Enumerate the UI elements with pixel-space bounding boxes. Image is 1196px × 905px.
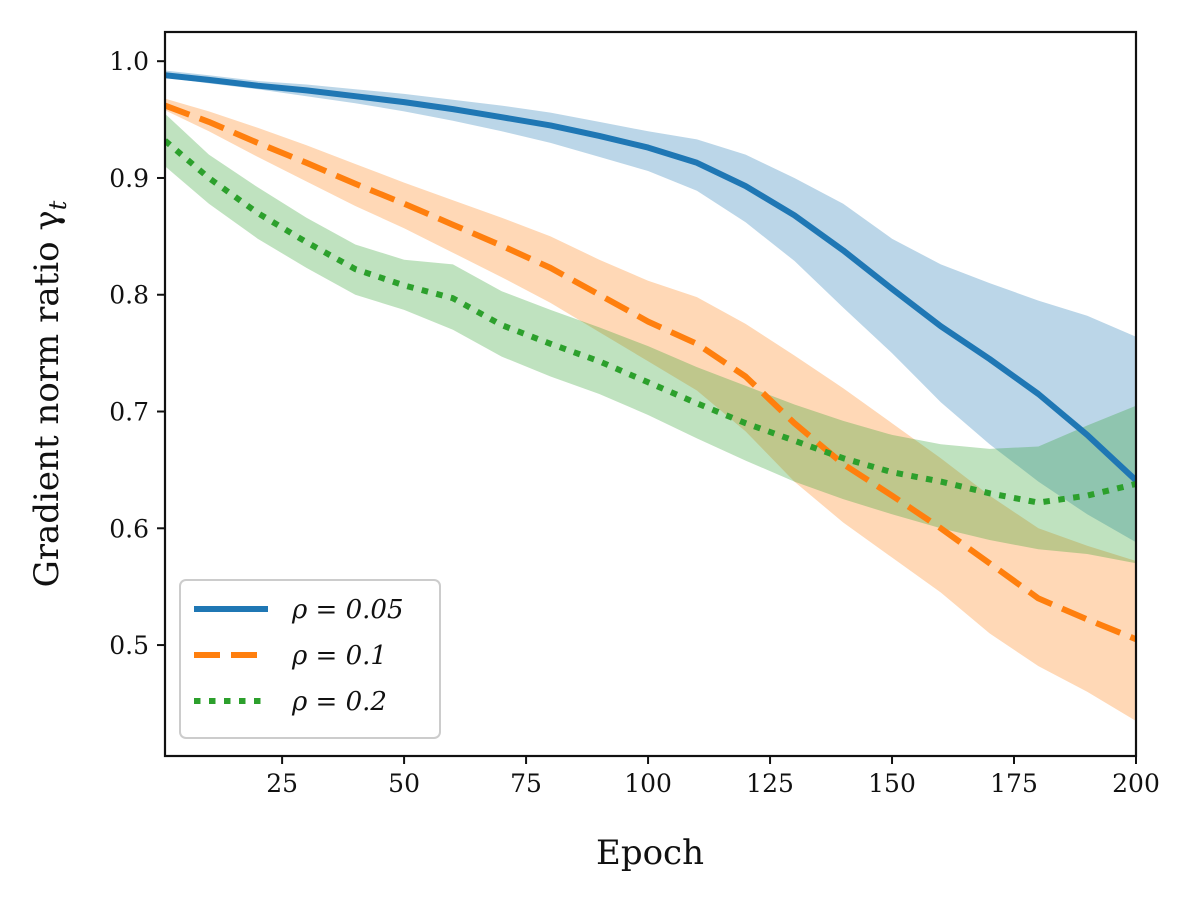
y-tick-label: 0.9 [109, 164, 149, 193]
x-tick-label: 150 [868, 769, 916, 798]
legend-label-series-3: ρ = 0.2 [291, 687, 387, 717]
line-series-1 [165, 72, 1136, 483]
y-tick-label: 0.5 [109, 631, 149, 660]
legend-label-series-2: ρ = 0.1 [291, 641, 387, 671]
confidence-bands [165, 70, 1136, 722]
x-axis-ticks: 25 50 75 100 125 150 175 200 [266, 756, 1160, 798]
y-tick-label: 0.6 [109, 514, 149, 543]
x-tick-label: 50 [388, 769, 420, 798]
plot-frame [163, 30, 1138, 758]
legend-label-series-1: ρ = 0.05 [291, 595, 404, 625]
y-tick-label: 0.7 [109, 398, 149, 427]
line-series-3 [165, 138, 1136, 506]
y-axis-label-main: Gradient norm ratio γ [27, 210, 67, 587]
y-axis-ticks: 0.5 0.6 0.7 0.8 0.9 1.0 [109, 47, 165, 660]
band-series-2 [165, 98, 1136, 722]
x-tick-label: 175 [990, 769, 1038, 798]
y-axis-label-subscript: t [44, 200, 72, 210]
x-tick-label: 75 [510, 769, 542, 798]
y-axis-label: Gradient norm ratio γt [27, 200, 72, 587]
x-tick-label: 25 [266, 769, 298, 798]
band-series-1 [165, 70, 1136, 543]
x-tick-label: 125 [746, 769, 794, 798]
x-tick-label: 100 [624, 769, 672, 798]
legend: ρ = 0.05 ρ = 0.1 ρ = 0.2 [179, 579, 441, 739]
series-lines [165, 72, 1136, 642]
y-tick-label: 0.8 [109, 281, 149, 310]
x-tick-label: 200 [1112, 769, 1160, 798]
line-series-2 [165, 102, 1136, 642]
y-tick-label: 1.0 [109, 47, 149, 76]
x-axis-label: Epoch [596, 833, 704, 873]
band-series-3 [165, 113, 1136, 564]
